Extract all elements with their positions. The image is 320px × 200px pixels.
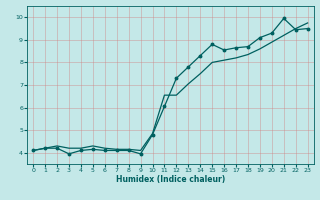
X-axis label: Humidex (Indice chaleur): Humidex (Indice chaleur) bbox=[116, 175, 225, 184]
